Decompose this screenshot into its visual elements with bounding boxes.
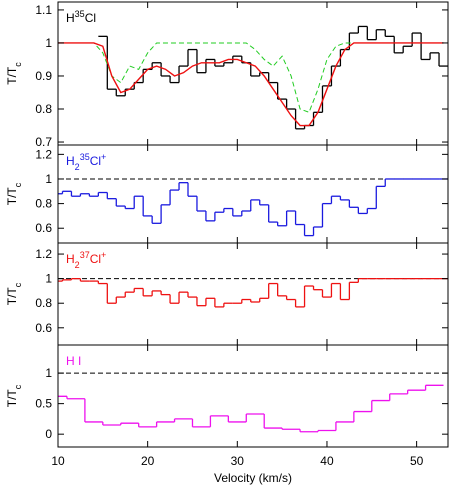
x-tick-label: 20 (141, 454, 155, 468)
y-tick-label: 0.6 (35, 221, 52, 235)
y-tick-label: 1.2 (35, 147, 52, 161)
text-part: H (66, 252, 75, 266)
text-part: 35 (80, 152, 90, 162)
fit-line (58, 42, 444, 127)
text-part: c (13, 384, 23, 389)
panel-frame (57, 144, 449, 244)
y-tick-label: 0.8 (35, 296, 52, 310)
y-tick-label: 0.7 (35, 135, 52, 149)
panel (58, 25, 448, 130)
text-part: 35 (75, 9, 85, 19)
panel-frame (57, 242, 449, 346)
text-part: Cl (90, 252, 101, 266)
component-line (58, 42, 444, 113)
text-part: H (66, 154, 75, 168)
x-tick-label: 30 (231, 454, 245, 468)
y-axis-label: T/Tc (5, 282, 23, 305)
y-tick-label: 0.5 (35, 397, 52, 411)
x-tick-label: 50 (410, 454, 424, 468)
y-tick-label: 1.1 (35, 3, 52, 17)
text-part: 37 (80, 250, 90, 260)
x-tick-label: 40 (320, 454, 334, 468)
y-tick-label: 1 (45, 366, 52, 380)
y-tick-label: 0.6 (35, 321, 52, 335)
text-part: T/T (5, 389, 19, 408)
text-part: c (13, 282, 23, 287)
text-part: T/T (5, 66, 19, 85)
x-axis-label: Velocity (km/s) (214, 471, 292, 485)
y-tick-label: 1 (45, 36, 52, 50)
panel-frame (57, 1, 449, 146)
panel (58, 277, 448, 308)
text-part: 2 (75, 260, 80, 270)
y-axis-label: T/Tc (5, 384, 23, 407)
y-tick-label: 0.9 (35, 69, 52, 83)
panel-frame (57, 344, 449, 448)
y-axis-label: T/Tc (5, 182, 23, 205)
text-part: 2 (75, 162, 80, 172)
y-tick-label: 0 (45, 427, 52, 441)
text-part: H (66, 11, 75, 25)
panel (58, 178, 448, 237)
text-part: + (101, 250, 106, 260)
text-part: Cl (90, 154, 101, 168)
text-part: + (101, 152, 106, 162)
y-tick-label: 1.2 (35, 247, 52, 261)
panel-label: H235Cl+ (66, 152, 106, 172)
y-tick-label: 1 (45, 272, 52, 286)
text-part: H I (66, 354, 81, 368)
y-axis-label: T/Tc (5, 62, 23, 85)
text-part: T/T (5, 187, 19, 206)
panel-label: H237Cl+ (66, 250, 106, 270)
y-tick-label: 0.8 (35, 197, 52, 211)
y-tick-label: 0.8 (35, 102, 52, 116)
x-tick-label: 10 (51, 454, 65, 468)
panel-label: H35Cl (66, 9, 96, 25)
text-part: T/T (5, 287, 19, 306)
text-part: Cl (85, 11, 96, 25)
panel-label: H I (66, 354, 81, 368)
panel (58, 372, 448, 433)
text-part: c (13, 182, 23, 187)
text-part: c (13, 62, 23, 67)
y-tick-label: 1 (45, 172, 52, 186)
